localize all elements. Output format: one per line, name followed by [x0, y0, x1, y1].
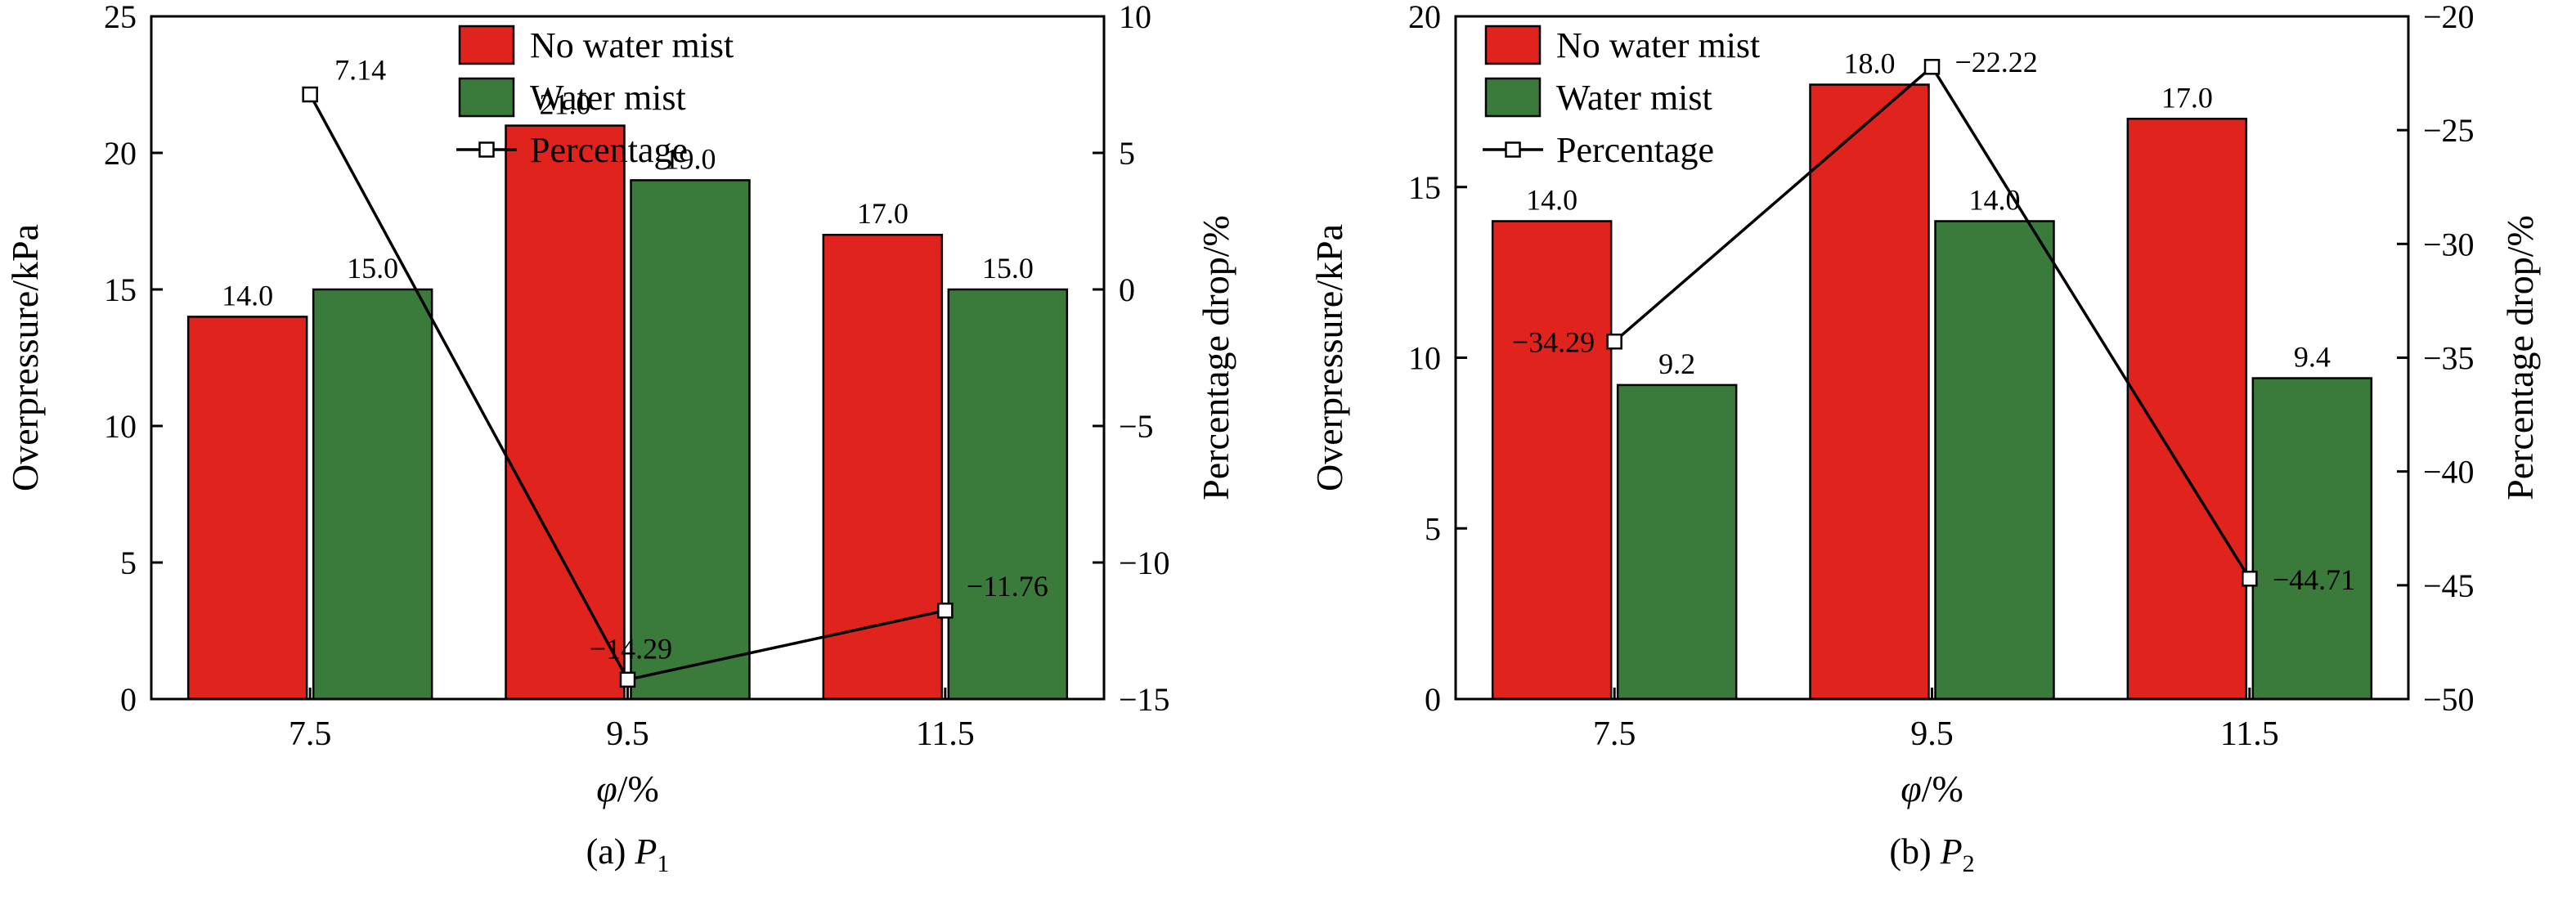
bar-no-water-mist-11.5	[822, 233, 944, 701]
x-tick-label: 11.5	[2220, 715, 2279, 753]
left-axis-title: Overpressure/kPa	[1308, 224, 1350, 491]
bar-water-mist-7.5	[312, 288, 433, 701]
right-tick-label: −10	[1119, 545, 1170, 581]
line-marker	[937, 603, 954, 619]
chart-panel-a: 14.0 21.0 17.0 15.0 19.0 15.0 7.14 −14.29 −11.76…	[0, 0, 1272, 901]
right-tick-label: −35	[2423, 340, 2475, 377]
right-tick-label: −50	[2423, 681, 2475, 718]
legend-line-marker	[478, 141, 495, 158]
left-tick-label: 10	[1408, 340, 1441, 377]
bar-value-label: 14.0	[1969, 184, 2021, 217]
bars: 14.0 21.0 17.0 15.0 19.0 15.0	[186, 88, 1069, 701]
left-tick-label: 25	[104, 0, 137, 35]
bar-value-label: 14.0	[222, 279, 273, 312]
left-tick-label: 5	[1425, 510, 1441, 547]
bar-value-label: 17.0	[2161, 81, 2213, 114]
bar-value-label: 9.2	[1658, 347, 1695, 380]
right-tick-label: −5	[1119, 408, 1154, 445]
left-tick-label: 20	[104, 135, 137, 172]
right-tick-label: −40	[2423, 454, 2475, 491]
line-marker	[1923, 59, 1941, 75]
x-axis-title: φ/%	[1901, 768, 1963, 809]
bar-water-mist-9.5	[1934, 220, 2055, 701]
bar-no-water-mist-7.5	[1491, 220, 1613, 701]
chart-a-svg: 14.0 21.0 17.0 15.0 19.0 15.0 7.14 −14.29 −11.76…	[4, 0, 1236, 877]
panel-caption: (a) P1	[586, 832, 670, 877]
right-tick-label: −45	[2423, 567, 2475, 604]
legend-label: Percentage	[1556, 130, 1714, 170]
line-point-label: −44.71	[2273, 563, 2355, 596]
axes: 0 5 10 15 20 −20 −25 −30 −35 −40 −45 −50 7.5 9.5 11.5 O…	[1308, 0, 2541, 753]
x-axis-title: φ/%	[596, 768, 659, 809]
legend-label: Water mist	[1556, 78, 1712, 118]
chart-panel-b: 14.0 18.0 17.0 9.2 14.0 9.4 −34.29 −22.22 −44.71…	[1304, 0, 2576, 901]
bar-water-mist-9.5	[630, 179, 751, 701]
left-tick-label: 0	[1425, 681, 1441, 718]
x-tick-label: 7.5	[1593, 715, 1636, 753]
bar-value-label: 18.0	[1844, 47, 1896, 80]
right-tick-label: 5	[1119, 135, 1135, 172]
bar-no-water-mist-9.5	[505, 124, 626, 701]
legend-label: Percentage	[530, 130, 688, 170]
bar-no-water-mist-7.5	[186, 316, 308, 701]
left-tick-label: 15	[1408, 169, 1441, 206]
bar-no-water-mist-11.5	[2126, 118, 2248, 701]
bar-water-mist-7.5	[1616, 383, 1738, 701]
line-point-label: −22.22	[1955, 46, 2038, 78]
line-marker	[2242, 571, 2258, 587]
bar-water-mist-11.5	[947, 288, 1069, 701]
bar-value-label: 15.0	[982, 252, 1034, 285]
line-point-label: −11.76	[967, 570, 1048, 603]
x-tick-label: 9.5	[1910, 715, 1954, 753]
bars: 14.0 18.0 17.0 9.2 14.0 9.4	[1491, 47, 2373, 701]
right-axis-title: Percentage drop/%	[2499, 215, 2541, 500]
legend-label: No water mist	[530, 25, 734, 65]
bar-water-mist-11.5	[2251, 377, 2373, 701]
bar-value-label: 9.4	[2294, 341, 2331, 374]
bar-value-label: 19.0	[665, 142, 716, 175]
right-tick-label: −20	[2423, 0, 2475, 35]
percentage-line: −34.29 −22.22 −44.71	[1512, 46, 2355, 596]
left-tick-label: 0	[120, 681, 137, 718]
line-marker	[619, 671, 636, 688]
legend: No water mist Water mist Percentage	[456, 25, 734, 170]
right-tick-label: −15	[1119, 681, 1170, 718]
left-axis-title: Overpressure/kPa	[4, 224, 46, 491]
bar-value-label: 17.0	[857, 197, 909, 230]
line-point-label: −34.29	[1512, 326, 1595, 359]
legend-swatch	[1484, 77, 1542, 118]
right-tick-label: −30	[2423, 226, 2475, 262]
right-axis-title: Percentage drop/%	[1195, 215, 1236, 500]
bar-value-label: 15.0	[347, 252, 398, 285]
legend-swatch	[1484, 25, 1542, 65]
legend-label: Water mist	[530, 78, 686, 118]
legend-line-marker	[1505, 141, 1521, 158]
line-point-label: −14.29	[590, 632, 672, 665]
bar-value-label: 14.0	[1526, 184, 1577, 217]
left-tick-label: 5	[120, 545, 137, 581]
x-tick-label: 7.5	[289, 715, 332, 753]
legend-swatch	[458, 25, 515, 65]
legend-label: No water mist	[1556, 25, 1760, 65]
line-marker	[302, 86, 318, 103]
bar-no-water-mist-9.5	[1809, 83, 1930, 701]
left-tick-label: 15	[104, 271, 137, 308]
line-marker	[1606, 333, 1622, 350]
axes: 0 5 10 15 20 25 10 5 0 −5 −10 −15 7.5 9.5 11.5 Overpres…	[4, 0, 1236, 753]
panel-caption: (b) P2	[1889, 832, 1974, 877]
right-tick-label: 0	[1119, 271, 1135, 308]
legend: No water mist Water mist Percentage	[1483, 25, 1760, 170]
bar-value-label: 21.0	[540, 88, 591, 121]
x-tick-label: 11.5	[916, 715, 975, 753]
left-tick-label: 20	[1408, 0, 1441, 35]
percentage-line: 7.14 −14.29 −11.76	[302, 54, 1048, 688]
legend-swatch	[458, 77, 515, 118]
left-tick-label: 10	[104, 408, 137, 445]
right-tick-label: 10	[1119, 0, 1151, 35]
chart-b-svg: 14.0 18.0 17.0 9.2 14.0 9.4 −34.29 −22.22 −44.71…	[1308, 0, 2541, 877]
x-tick-label: 9.5	[606, 715, 649, 753]
right-tick-label: −25	[2423, 112, 2475, 149]
line-point-label: 7.14	[334, 54, 386, 87]
